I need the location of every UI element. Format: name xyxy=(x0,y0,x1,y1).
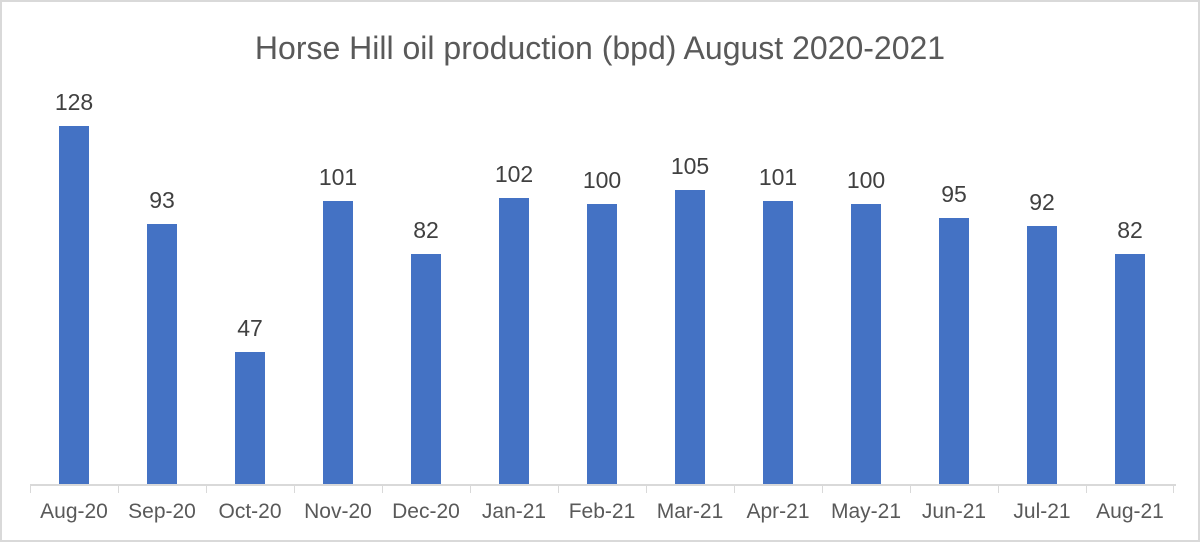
x-axis-label: Oct-20 xyxy=(218,500,282,523)
axis-tick-mark xyxy=(30,486,31,493)
bar xyxy=(675,190,705,484)
bar xyxy=(499,198,529,484)
bar-group: 128 xyxy=(30,90,118,484)
axis-tick-mark xyxy=(558,486,559,493)
x-axis-label: Nov-20 xyxy=(304,500,372,523)
axis-tick-mark xyxy=(822,486,823,493)
bar xyxy=(147,224,177,484)
bar-group: 101 xyxy=(294,124,382,484)
data-label: 101 xyxy=(758,164,798,190)
bar-group: 93 xyxy=(118,124,206,484)
data-label: 100 xyxy=(582,167,622,193)
bar xyxy=(1115,254,1145,484)
bar-group: 47 xyxy=(206,124,294,484)
bar xyxy=(851,204,881,484)
x-axis-label: Mar-21 xyxy=(656,500,724,523)
bar xyxy=(59,126,89,484)
data-label: 95 xyxy=(941,181,967,207)
axis-tick-mark xyxy=(646,486,647,493)
data-label: 82 xyxy=(1117,217,1143,243)
bar-group: 82 xyxy=(1086,124,1174,484)
data-label: 102 xyxy=(494,161,534,187)
axis-tick-mark xyxy=(734,486,735,493)
bar xyxy=(587,204,617,484)
axis-tick-mark xyxy=(382,486,383,493)
bar-group: 82 xyxy=(382,124,470,484)
axis-tick-mark xyxy=(206,486,207,493)
x-axis-label: Jan-21 xyxy=(481,500,547,523)
axis-tick-mark xyxy=(294,486,295,493)
x-axis-label: Feb-21 xyxy=(568,500,636,523)
chart-title: Horse Hill oil production (bpd) August 2… xyxy=(254,30,946,66)
bar-group: 105 xyxy=(646,124,734,484)
data-label: 101 xyxy=(318,164,358,190)
x-axis-labels: Aug-20 Sep-20 Oct-20 Nov-20 Dec-20 Jan-21 Feb-… xyxy=(30,500,1176,524)
data-label: 128 xyxy=(54,89,94,115)
axis-tick-mark xyxy=(910,486,911,493)
plot-area: 128 93 47 101 82 102 100 105 101 100 95 92 82 Aug-20… xyxy=(30,90,1176,524)
x-axis-label: Jun-21 xyxy=(921,500,987,523)
x-axis-label: May-21 xyxy=(830,500,902,523)
plot-columns: 128 93 47 101 82 102 100 105 101 100 95 92 82 xyxy=(30,90,1176,484)
axis-tick-mark xyxy=(1086,486,1087,493)
data-label: 93 xyxy=(149,187,175,213)
x-axis-label: Aug-20 xyxy=(40,500,108,523)
bar xyxy=(939,218,969,484)
axis-tick-mark xyxy=(998,486,999,493)
bar xyxy=(323,201,353,484)
x-axis-label: Apr-21 xyxy=(746,500,810,523)
bar xyxy=(1027,226,1057,484)
x-axis-label: Aug-21 xyxy=(1096,500,1164,523)
bar-group: 101 xyxy=(734,124,822,484)
bar xyxy=(763,201,793,484)
bar-group: 100 xyxy=(822,124,910,484)
axis-tick-mark xyxy=(1173,486,1174,493)
axis-tick-mark xyxy=(470,486,471,493)
x-axis-label: Sep-20 xyxy=(128,500,196,523)
bar-group: 100 xyxy=(558,124,646,484)
x-axis-line xyxy=(30,484,1176,494)
bar-group: 95 xyxy=(910,124,998,484)
bar-group: 92 xyxy=(998,124,1086,484)
x-axis-label: Dec-20 xyxy=(392,500,460,523)
bar xyxy=(235,352,265,484)
axis-tick-mark xyxy=(118,486,119,493)
data-label: 82 xyxy=(413,217,439,243)
bar-group: 102 xyxy=(470,124,558,484)
data-label: 92 xyxy=(1029,189,1055,215)
x-axis-label: Jul-21 xyxy=(1013,500,1071,523)
data-label: 47 xyxy=(237,315,263,341)
data-label: 100 xyxy=(846,167,886,193)
data-label: 105 xyxy=(670,153,710,179)
bar xyxy=(411,254,441,484)
